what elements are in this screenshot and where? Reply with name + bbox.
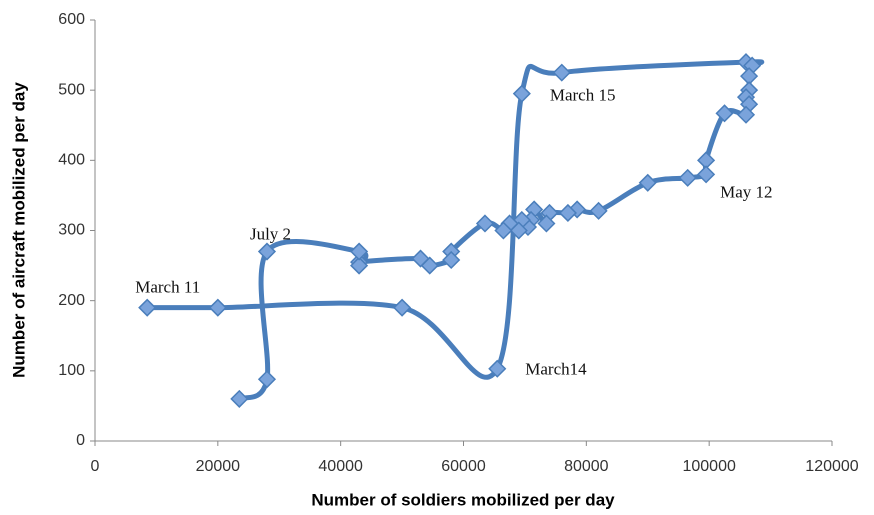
data-point [537,214,556,233]
data-line [147,59,765,402]
data-point [558,203,577,223]
y-axis-label: Number of aircraft mobilized per day [9,82,28,378]
y-tick-label: 300 [58,222,85,239]
x-axis-label: Number of soldiers mobilized per day [311,490,615,509]
y-tick-label: 0 [76,432,85,449]
data-point [488,359,507,378]
data-point [350,256,369,275]
data-point [736,105,756,124]
data-point [589,201,608,220]
annotation: March14 [525,360,587,379]
x-tick-label: 40000 [318,458,363,475]
annotation: July 2 [250,224,291,243]
data-point [257,370,277,389]
data-point [552,63,571,82]
data-point [697,165,716,184]
data-point [442,250,461,270]
x-tick-label: 80000 [564,458,609,475]
x-tick-label: 60000 [441,458,486,475]
x-tick-label: 100000 [682,458,735,475]
data-point [494,221,513,240]
x-tick-label: 0 [91,458,100,475]
annotation: May 12 [720,182,772,201]
data-point [678,168,697,187]
y-tick-label: 100 [58,362,85,379]
data-point [257,242,277,261]
annotation: March 11 [135,278,200,297]
x-tick-label: 120000 [805,458,858,475]
data-point [393,298,412,317]
data-point [715,104,734,123]
data-point [138,298,157,317]
y-tick-label: 200 [58,292,85,309]
y-tick-label: 500 [58,81,85,98]
data-point [638,173,657,192]
data-point [512,84,531,103]
annotation: March 15 [550,86,616,105]
data-point [475,214,495,233]
data-point [208,298,227,317]
y-tick-label: 600 [58,11,85,28]
data-point [350,242,369,261]
data-point [230,389,249,408]
y-tick-label: 400 [58,152,85,169]
x-tick-label: 20000 [196,458,241,475]
data-point [411,249,430,268]
